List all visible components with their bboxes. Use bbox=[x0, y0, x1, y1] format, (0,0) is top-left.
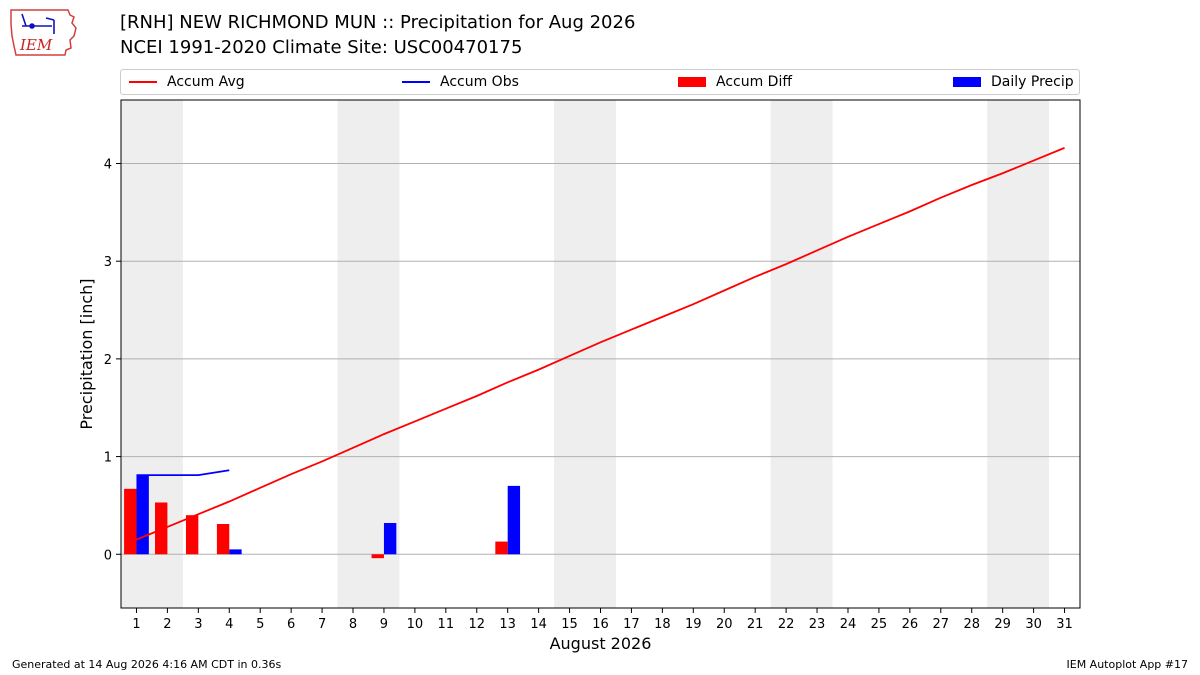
x-tick-label-18: 18 bbox=[654, 617, 671, 632]
bar-accum-diff-day-4 bbox=[216, 523, 230, 555]
x-tick-label-2: 2 bbox=[163, 617, 171, 632]
chart-title: [RNH] NEW RICHMOND MUN :: Precipitation … bbox=[120, 12, 636, 33]
y-tick-label-3: 3 bbox=[104, 255, 112, 270]
x-tick-label-4: 4 bbox=[225, 617, 233, 632]
footer-generated: Generated at 14 Aug 2026 4:16 AM CDT in … bbox=[12, 658, 282, 671]
bar-daily-precip-day-4 bbox=[229, 549, 242, 555]
y-tick-label-2: 2 bbox=[104, 353, 112, 368]
logo-text: IEM bbox=[19, 36, 53, 54]
x-tick-label-12: 12 bbox=[468, 617, 485, 632]
x-tick-label-8: 8 bbox=[349, 617, 357, 632]
bar-accum-diff-day-1 bbox=[124, 488, 137, 555]
legend-swatch-accum-obs bbox=[402, 81, 430, 83]
x-tick-label-6: 6 bbox=[287, 617, 295, 632]
x-tick-label-29: 29 bbox=[994, 617, 1011, 632]
x-tick-label-30: 30 bbox=[1025, 617, 1042, 632]
legend-item-accum-obs: Accum Obs bbox=[402, 70, 519, 94]
x-tick-label-3: 3 bbox=[194, 617, 202, 632]
y-tick-label-4: 4 bbox=[104, 158, 112, 173]
bar-accum-diff-day-9 bbox=[371, 554, 384, 559]
x-tick-label-21: 21 bbox=[747, 617, 764, 632]
bar-accum-diff-day-2 bbox=[155, 502, 168, 555]
footer-app: IEM Autoplot App #17 bbox=[1066, 658, 1189, 671]
x-tick-label-20: 20 bbox=[716, 617, 733, 632]
x-tick-label-14: 14 bbox=[530, 617, 547, 632]
y-tick-label-1: 1 bbox=[104, 451, 112, 466]
chart-subtitle: NCEI 1991-2020 Climate Site: USC00470175 bbox=[120, 37, 523, 58]
x-tick-label-16: 16 bbox=[592, 617, 609, 632]
legend-swatch-daily-precip bbox=[953, 77, 981, 87]
legend-item-accum-avg: Accum Avg bbox=[129, 70, 245, 94]
legend-label-accum-avg: Accum Avg bbox=[167, 74, 245, 90]
weekend-shade-4 bbox=[987, 100, 1050, 608]
x-tick-label-26: 26 bbox=[902, 617, 919, 632]
weather-station-icon bbox=[21, 13, 55, 34]
x-tick-label-27: 27 bbox=[933, 617, 950, 632]
y-tick-label-0: 0 bbox=[104, 548, 112, 563]
x-tick-label-23: 23 bbox=[809, 617, 826, 632]
legend-item-daily-precip: Daily Precip bbox=[953, 70, 1074, 94]
line-accum-avg bbox=[136, 147, 1065, 541]
x-tick-label-28: 28 bbox=[963, 617, 980, 632]
legend-label-accum-obs: Accum Obs bbox=[440, 74, 519, 90]
legend-swatch-accum-diff bbox=[678, 77, 706, 87]
line-accum-obs bbox=[136, 469, 230, 477]
x-tick-label-1: 1 bbox=[132, 617, 140, 632]
x-tick-label-5: 5 bbox=[256, 617, 264, 632]
legend-swatch-accum-avg bbox=[129, 81, 157, 83]
x-tick-label-31: 31 bbox=[1056, 617, 1073, 632]
iem-logo: IEM bbox=[10, 9, 77, 56]
x-tick-label-19: 19 bbox=[685, 617, 702, 632]
x-tick-label-10: 10 bbox=[407, 617, 424, 632]
legend-label-accum-diff: Accum Diff bbox=[716, 74, 793, 90]
bar-daily-precip-day-9 bbox=[383, 523, 397, 555]
x-tick-label-17: 17 bbox=[623, 617, 640, 632]
x-tick-label-9: 9 bbox=[380, 617, 388, 632]
x-tick-label-24: 24 bbox=[840, 617, 857, 632]
weekend-shade-3 bbox=[770, 100, 833, 608]
bar-daily-precip-day-1 bbox=[136, 475, 149, 555]
legend: Accum Avg Accum Obs Accum Diff Daily Pre… bbox=[120, 69, 1080, 95]
y-axis-label: Precipitation [inch] bbox=[77, 278, 96, 429]
legend-item-accum-diff: Accum Diff bbox=[678, 70, 792, 94]
x-tick-label-11: 11 bbox=[438, 617, 455, 632]
x-tick-label-22: 22 bbox=[778, 617, 795, 632]
bar-accum-diff-day-13 bbox=[495, 541, 508, 555]
bar-daily-precip-day-13 bbox=[507, 485, 521, 555]
legend-label-daily-precip: Daily Precip bbox=[991, 74, 1074, 90]
x-tick-label-15: 15 bbox=[561, 617, 578, 632]
bar-accum-diff-day-3 bbox=[185, 515, 199, 555]
x-tick-label-25: 25 bbox=[871, 617, 888, 632]
x-axis-label: August 2026 bbox=[550, 634, 652, 653]
iowa-state-outline bbox=[10, 9, 77, 56]
weekend-shade-2 bbox=[554, 100, 616, 608]
x-tick-label-7: 7 bbox=[318, 617, 326, 632]
x-tick-label-13: 13 bbox=[499, 617, 516, 632]
